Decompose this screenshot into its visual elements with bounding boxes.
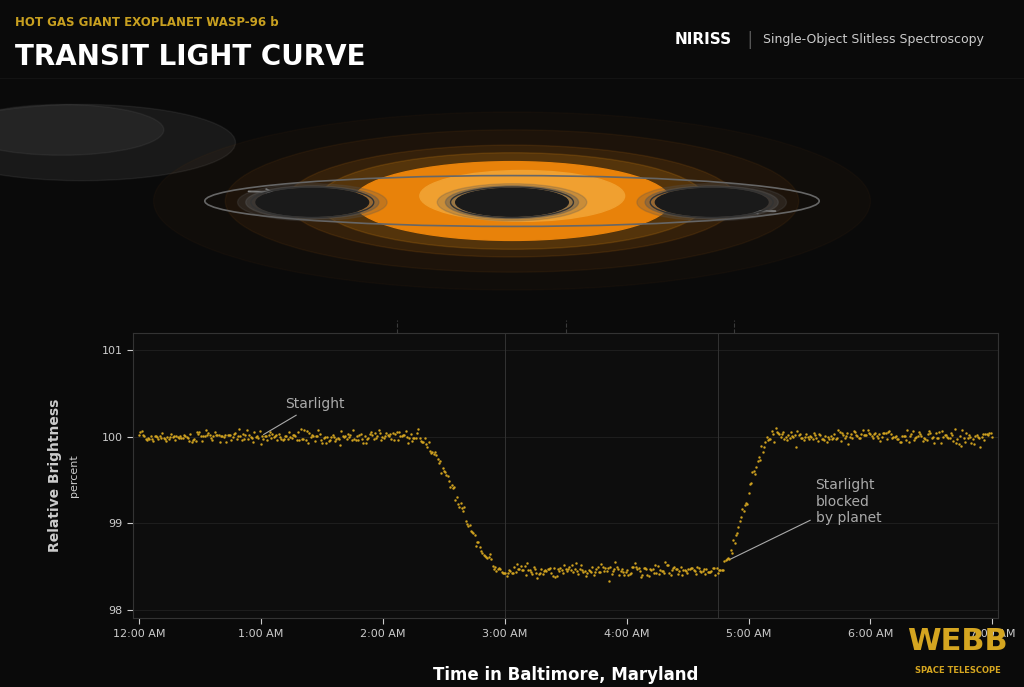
Circle shape bbox=[637, 183, 786, 221]
Text: Starlight
blocked
by planet: Starlight blocked by planet bbox=[730, 478, 882, 559]
Circle shape bbox=[256, 188, 369, 216]
Text: Single-Object Slitless Spectroscopy: Single-Object Slitless Spectroscopy bbox=[763, 33, 984, 46]
Circle shape bbox=[225, 130, 799, 272]
Circle shape bbox=[0, 104, 236, 181]
Text: TRANSIT LIGHT CURVE: TRANSIT LIGHT CURVE bbox=[15, 43, 366, 71]
Text: percent: percent bbox=[70, 454, 79, 497]
Circle shape bbox=[645, 185, 778, 218]
Text: Starlight: Starlight bbox=[263, 397, 345, 435]
Text: HOT GAS GIANT EXOPLANET WASP-96 b: HOT GAS GIANT EXOPLANET WASP-96 b bbox=[15, 16, 279, 29]
Circle shape bbox=[420, 170, 625, 221]
Circle shape bbox=[445, 185, 579, 218]
Text: |: | bbox=[737, 30, 764, 49]
Circle shape bbox=[246, 185, 379, 218]
Circle shape bbox=[655, 188, 768, 216]
Circle shape bbox=[353, 161, 671, 240]
Circle shape bbox=[238, 183, 387, 221]
Text: NIRISS: NIRISS bbox=[675, 32, 732, 47]
Text: WEBB: WEBB bbox=[907, 627, 1008, 656]
Circle shape bbox=[456, 188, 568, 216]
Text: SPACE TELESCOPE: SPACE TELESCOPE bbox=[914, 666, 1000, 675]
Circle shape bbox=[437, 183, 587, 221]
Text: Time in Baltimore, Maryland: Time in Baltimore, Maryland bbox=[433, 666, 698, 684]
Text: Relative Brightness: Relative Brightness bbox=[48, 399, 62, 552]
Circle shape bbox=[0, 104, 164, 155]
Circle shape bbox=[317, 153, 707, 249]
Circle shape bbox=[287, 145, 737, 257]
